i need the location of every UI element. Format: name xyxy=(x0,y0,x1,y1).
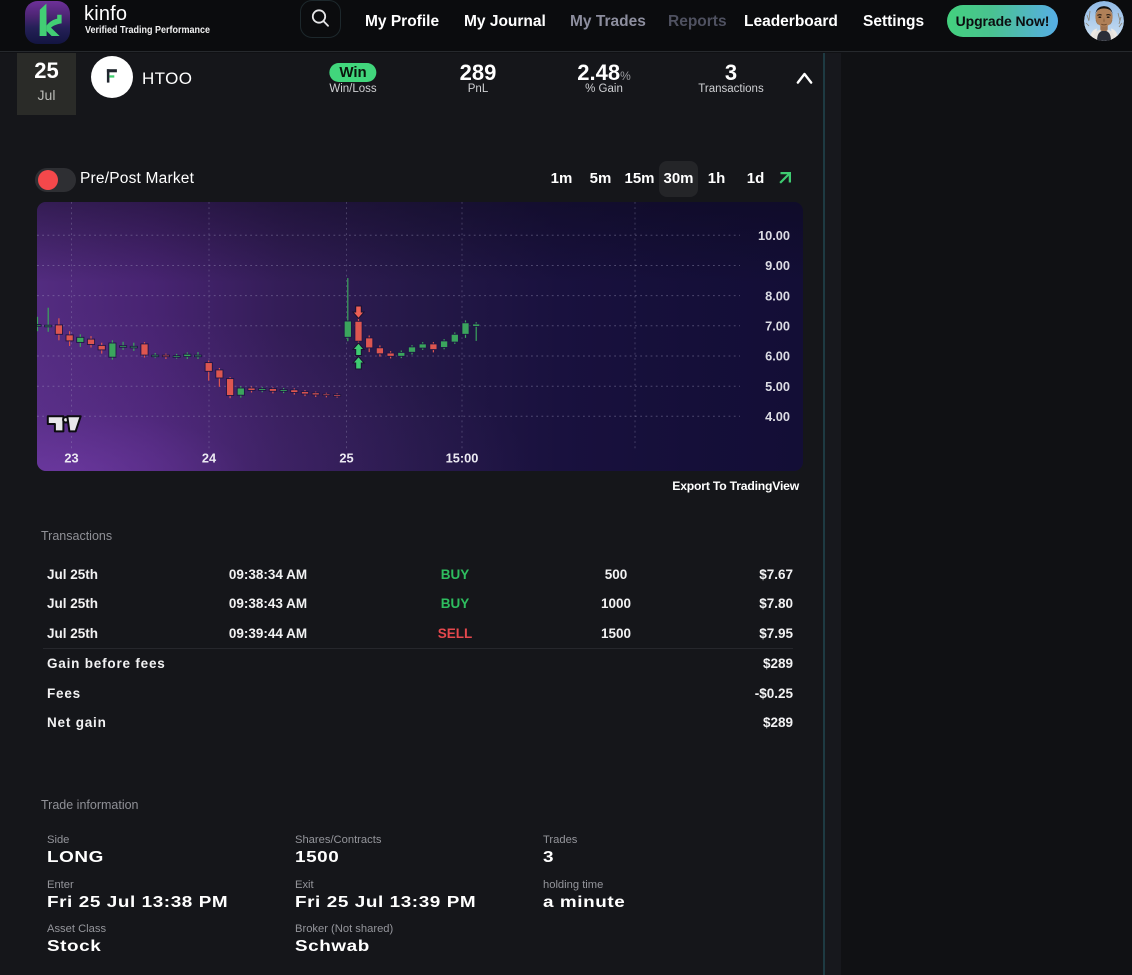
svg-text:5.00: 5.00 xyxy=(765,379,790,394)
svg-text:25: 25 xyxy=(339,451,353,466)
svg-text:7.00: 7.00 xyxy=(765,319,790,334)
svg-text:8.00: 8.00 xyxy=(765,288,790,303)
svg-text:24: 24 xyxy=(202,451,217,466)
svg-text:9.00: 9.00 xyxy=(765,258,790,273)
svg-text:23: 23 xyxy=(64,451,78,466)
svg-text:6.00: 6.00 xyxy=(765,349,790,364)
svg-text:4.00: 4.00 xyxy=(765,409,790,424)
svg-text:10.00: 10.00 xyxy=(758,228,790,243)
svg-text:15:00: 15:00 xyxy=(446,451,479,466)
